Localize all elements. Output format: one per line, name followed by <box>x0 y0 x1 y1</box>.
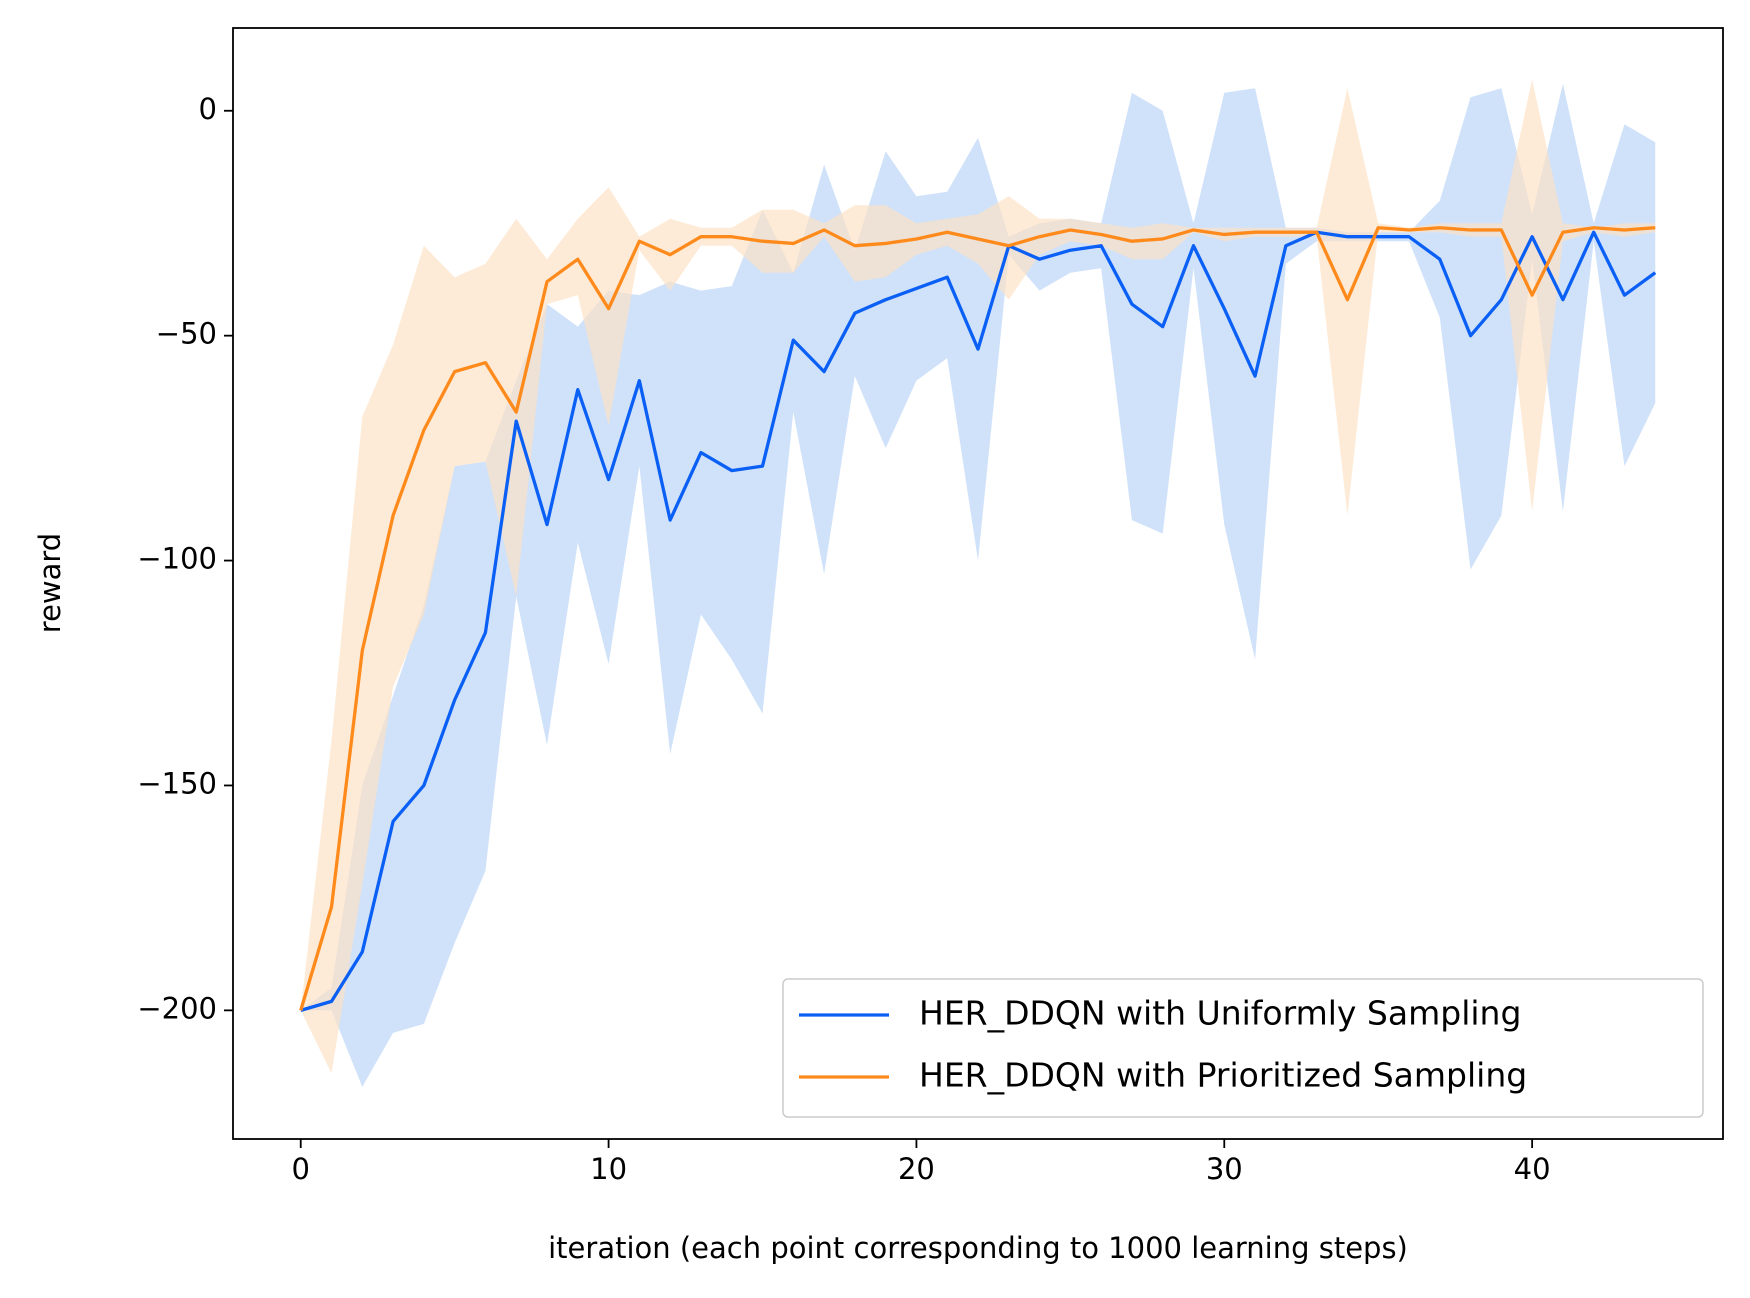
x-tick-label: 40 <box>1514 1152 1551 1186</box>
plot-frame <box>232 27 1724 1140</box>
confidence-band <box>300 83 1656 1087</box>
y-tick-label: −50 <box>156 317 217 351</box>
x-tick-label: 0 <box>292 1152 310 1186</box>
confidence-band <box>300 79 1656 1074</box>
series-line <box>300 230 1657 1012</box>
y-axis-label: reward <box>33 533 67 633</box>
y-tick-label: −200 <box>137 991 217 1025</box>
x-tick-label: 10 <box>590 1152 627 1186</box>
series-line <box>299 226 1656 1011</box>
legend-label: HER_DDQN with Uniformly Sampling <box>919 994 1521 1033</box>
y-tick-label: −100 <box>137 542 217 576</box>
y-tick-label: 0 <box>199 92 217 126</box>
x-tick-label: 30 <box>1206 1152 1243 1186</box>
legend-box <box>782 978 1704 1118</box>
y-tick-label: −150 <box>137 766 217 800</box>
legend-label: HER_DDQN with Prioritized Sampling <box>919 1056 1527 1095</box>
x-axis-label: iteration (each point corresponding to 1… <box>548 1231 1408 1265</box>
x-tick-label: 20 <box>898 1152 935 1186</box>
